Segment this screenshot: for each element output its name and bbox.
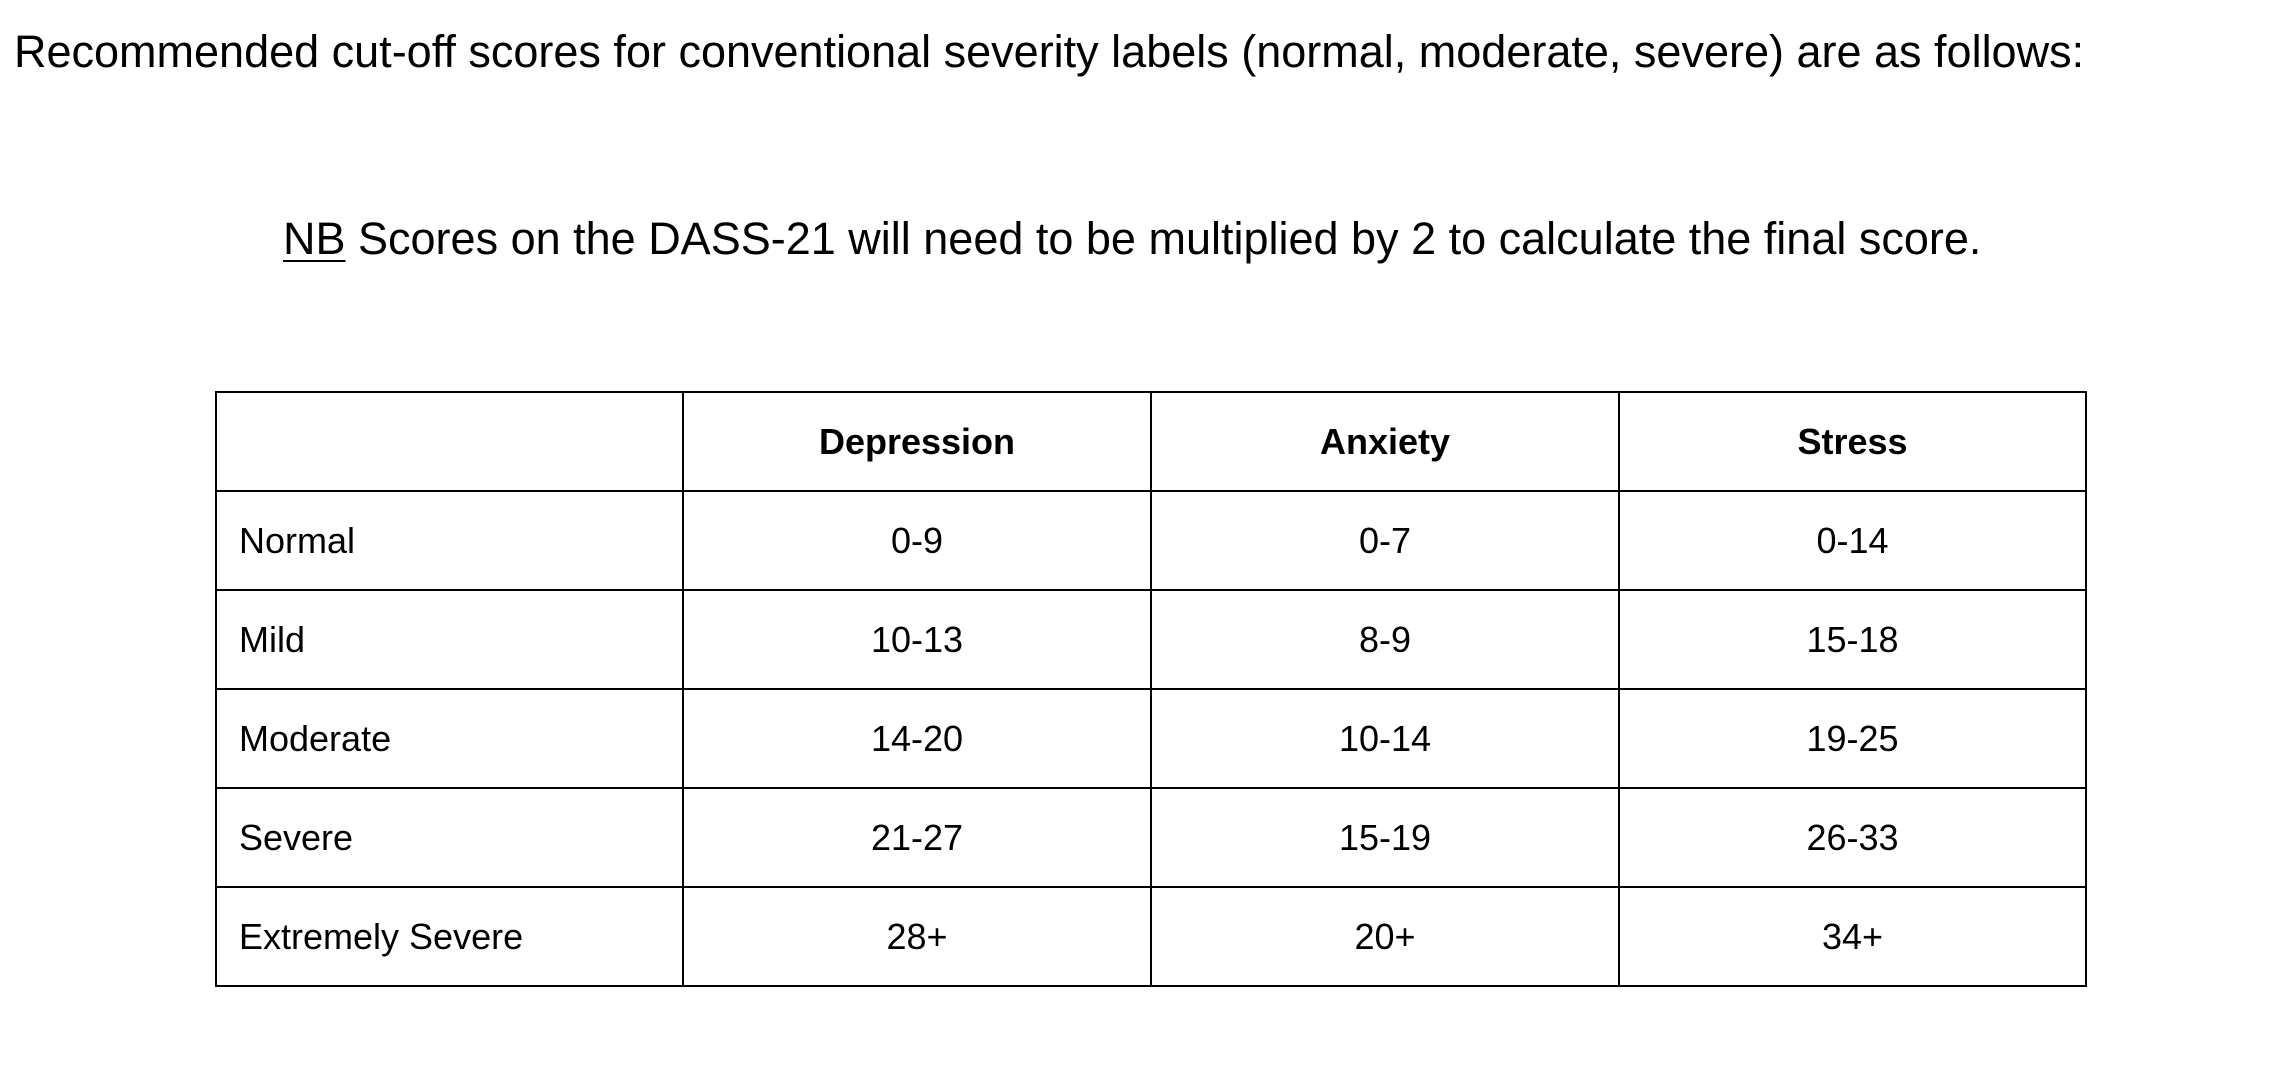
- header-cell-empty: [215, 391, 684, 492]
- anxiety-range: 10-14: [1150, 688, 1620, 789]
- row-label: Moderate: [215, 688, 684, 789]
- table-row: Moderate 14-20 10-14 19-25: [215, 688, 2087, 789]
- header-stress: Stress: [1618, 391, 2087, 492]
- scoring-note-text: Scores on the DASS-21 will need to be mu…: [345, 213, 1982, 264]
- anxiety-range: 15-19: [1150, 787, 1620, 888]
- table-row: Normal 0-9 0-7 0-14: [215, 490, 2087, 591]
- table-row: Extremely Severe 28+ 20+ 34+: [215, 886, 2087, 987]
- row-label: Severe: [215, 787, 684, 888]
- anxiety-range: 8-9: [1150, 589, 1620, 690]
- table-row: Severe 21-27 15-19 26-33: [215, 787, 2087, 888]
- stress-range: 26-33: [1618, 787, 2087, 888]
- stress-range: 34+: [1618, 886, 2087, 987]
- row-label: Extremely Severe: [215, 886, 684, 987]
- nb-label: NB: [283, 213, 346, 264]
- row-label: Mild: [215, 589, 684, 690]
- header-anxiety: Anxiety: [1150, 391, 1620, 492]
- table-header-row: Depression Anxiety Stress: [215, 391, 2087, 492]
- depression-range: 14-20: [682, 688, 1152, 789]
- header-depression: Depression: [682, 391, 1152, 492]
- depression-range: 28+: [682, 886, 1152, 987]
- scoring-note: NB Scores on the DASS-21 will need to be…: [283, 209, 1981, 269]
- intro-paragraph: Recommended cut-off scores for conventio…: [14, 26, 2085, 77]
- stress-range: 0-14: [1618, 490, 2087, 591]
- depression-range: 10-13: [682, 589, 1152, 690]
- depression-range: 21-27: [682, 787, 1152, 888]
- stress-range: 19-25: [1618, 688, 2087, 789]
- anxiety-range: 20+: [1150, 886, 1620, 987]
- depression-range: 0-9: [682, 490, 1152, 591]
- anxiety-range: 0-7: [1150, 490, 1620, 591]
- table-row: Mild 10-13 8-9 15-18: [215, 589, 2087, 690]
- stress-range: 15-18: [1618, 589, 2087, 690]
- row-label: Normal: [215, 490, 684, 591]
- cutoff-scores-table: Depression Anxiety Stress Normal 0-9 0-7…: [215, 391, 2087, 987]
